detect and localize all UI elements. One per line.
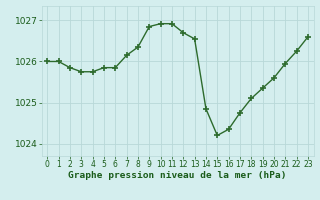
X-axis label: Graphe pression niveau de la mer (hPa): Graphe pression niveau de la mer (hPa) <box>68 171 287 180</box>
